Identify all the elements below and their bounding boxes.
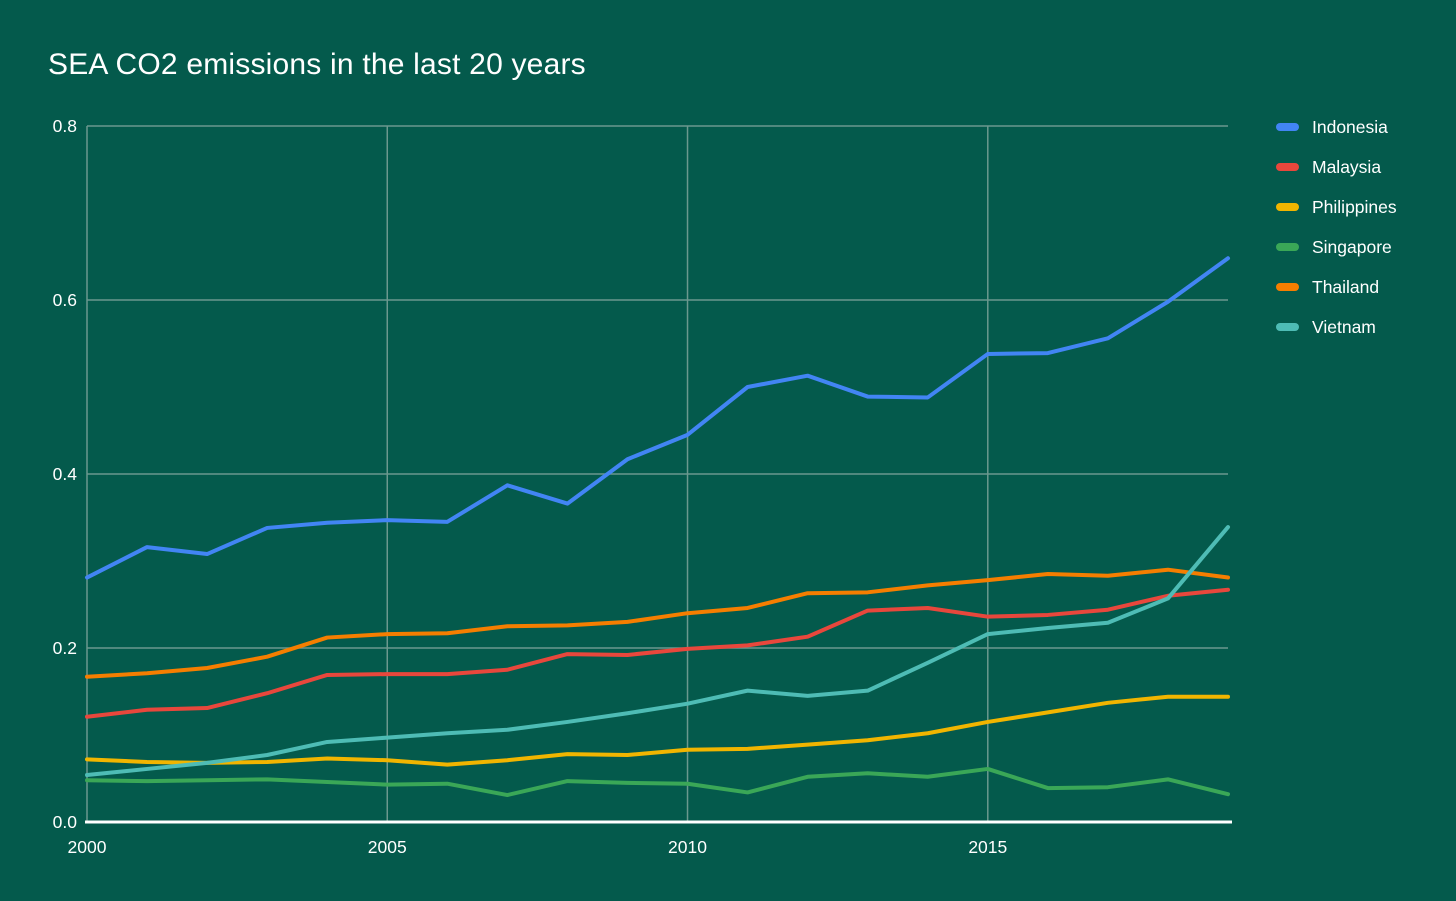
series-line-vietnam (85, 525, 1230, 778)
x-axis-tick-label: 2010 (668, 837, 707, 857)
series-line-singapore (85, 766, 1230, 798)
legend-item-thailand: Thailand (1276, 267, 1397, 307)
chart-title: SEA CO2 emissions in the last 20 years (48, 48, 586, 81)
legend-item-malaysia: Malaysia (1276, 147, 1397, 187)
legend-swatch-singapore (1276, 243, 1299, 251)
legend-item-indonesia: Indonesia (1276, 107, 1397, 147)
legend-label-vietnam: Vietnam (1312, 316, 1376, 337)
legend-swatch-indonesia (1276, 123, 1299, 131)
x-axis-tick-label: 2015 (968, 837, 1007, 857)
y-axis-tick-label: 0.8 (53, 116, 77, 136)
legend-swatch-vietnam (1276, 323, 1299, 331)
series-line-philippines (85, 694, 1230, 767)
y-axis-tick-label: 0.4 (53, 464, 78, 484)
x-axis-tick-label: 2000 (68, 837, 107, 857)
legend-swatch-malaysia (1276, 163, 1299, 171)
legend-label-malaysia: Malaysia (1312, 156, 1382, 177)
grid-lines (86, 125, 1228, 823)
legend-swatch-thailand (1276, 283, 1299, 291)
legend-swatch-philippines (1276, 203, 1299, 211)
y-axis-tick-label: 0.0 (53, 812, 78, 832)
y-axis-tick-label: 0.2 (53, 638, 77, 658)
chart-legend: Indonesia Malaysia Philippines Singapore Tha… (1276, 107, 1397, 347)
legend-item-vietnam: Vietnam (1276, 307, 1397, 347)
y-axis-tick-label: 0.6 (53, 290, 77, 310)
series-line-thailand (85, 567, 1230, 679)
x-axis-tick-label: 2005 (368, 837, 407, 857)
legend-label-singapore: Singapore (1312, 236, 1392, 257)
axis-labels: 0.0 0.2 0.4 0.6 0.8 2000 2005 2010 2015 (53, 116, 1008, 857)
legend-item-singapore: Singapore (1276, 227, 1397, 267)
legend-label-indonesia: Indonesia (1312, 116, 1388, 137)
legend-item-philippines: Philippines (1276, 187, 1397, 227)
series-line-malaysia (85, 587, 1230, 719)
legend-label-thailand: Thailand (1312, 276, 1380, 297)
series-line-indonesia (85, 256, 1230, 580)
legend-label-philippines: Philippines (1312, 196, 1397, 217)
